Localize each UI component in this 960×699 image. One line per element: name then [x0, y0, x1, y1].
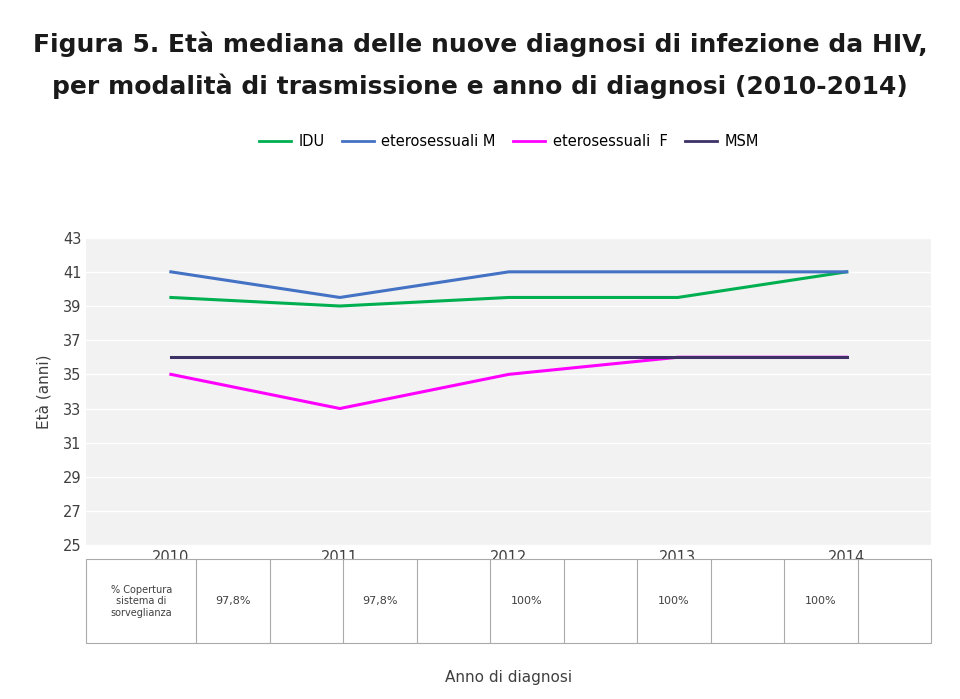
Text: per modalità di trasmissione e anno di diagnosi (2010-2014): per modalità di trasmissione e anno di d…	[52, 73, 908, 99]
Text: 100%: 100%	[659, 596, 690, 606]
Text: 97,8%: 97,8%	[362, 596, 397, 606]
Text: Anno di diagnosi: Anno di diagnosi	[445, 670, 572, 685]
Text: % Copertura
sistema di
sorveglianza: % Copertura sistema di sorveglianza	[110, 584, 172, 618]
Text: 100%: 100%	[511, 596, 542, 606]
Text: Figura 5. Età mediana delle nuove diagnosi di infezione da HIV,: Figura 5. Età mediana delle nuove diagno…	[33, 31, 927, 57]
Text: 100%: 100%	[805, 596, 837, 606]
Legend: IDU, eterosessuali M, eterosessuali  F, MSM: IDU, eterosessuali M, eterosessuali F, M…	[253, 128, 764, 154]
Y-axis label: Età (anni): Età (anni)	[36, 354, 52, 428]
Text: 97,8%: 97,8%	[215, 596, 251, 606]
